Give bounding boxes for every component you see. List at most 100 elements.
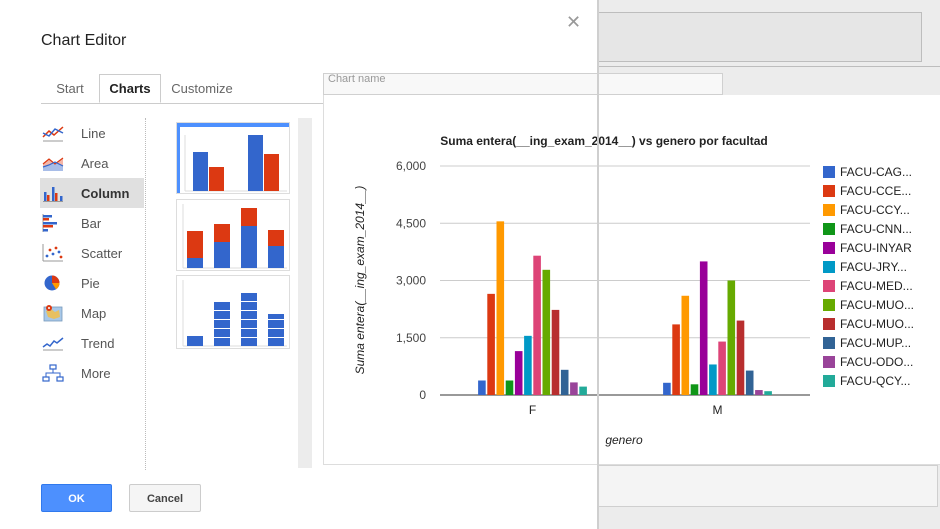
- bar: [579, 386, 587, 395]
- legend-swatch: [823, 223, 835, 235]
- y-axis-label: Suma entera(__ing_exam_2014__): [353, 186, 367, 375]
- legend-label: FACU-CCY...: [840, 203, 910, 217]
- legend-label: FACU-MUO...: [840, 317, 914, 331]
- tab-charts[interactable]: Charts: [99, 74, 161, 103]
- bar: [709, 364, 717, 395]
- chart-type-list: Line Area Column: [40, 118, 144, 388]
- background-panel: [598, 465, 938, 507]
- scatter-chart-icon: [42, 244, 63, 262]
- tab-bar: Start Charts Customize: [41, 74, 597, 104]
- thumbnail-segmented-column[interactable]: [176, 275, 290, 349]
- chart-type-label: Pie: [81, 276, 100, 291]
- pie-chart-icon: [44, 275, 60, 291]
- y-tick-label: 6,000: [396, 159, 426, 173]
- stacked-column-thumbnail-icon: [182, 204, 287, 269]
- bar: [551, 309, 560, 395]
- bar: [718, 341, 726, 395]
- legend-label: FACU-QCY...: [840, 374, 910, 388]
- chart-type-bar[interactable]: Bar: [40, 208, 144, 238]
- chart-type-label: Map: [81, 306, 107, 321]
- column-chart-icon: [43, 187, 63, 202]
- chart-type-label: Bar: [81, 216, 102, 231]
- legend-label: FACU-INYAR: [840, 241, 912, 255]
- bar-chart-icon: [42, 214, 57, 232]
- bar: [690, 384, 699, 395]
- bar: [727, 280, 736, 395]
- cancel-button[interactable]: Cancel: [129, 484, 201, 512]
- bar: [524, 335, 532, 395]
- chart-preview: Suma entera(__ing_exam_2014__) vs genero…: [323, 95, 940, 465]
- panel-divider: [145, 118, 146, 470]
- chart-type-more[interactable]: More: [40, 358, 144, 388]
- chart-type-pie[interactable]: Pie: [40, 268, 144, 298]
- bar: [496, 221, 505, 395]
- legend-swatch: [823, 337, 835, 349]
- bar: [560, 369, 569, 395]
- x-axis-label: genero: [605, 433, 643, 447]
- tab-customize[interactable]: Customize: [171, 81, 233, 96]
- more-charts-icon: [42, 364, 64, 382]
- y-tick-label: 4,500: [396, 216, 426, 230]
- bar: [745, 370, 754, 395]
- bar: [533, 255, 541, 395]
- chart-type-label: Area: [81, 156, 109, 171]
- ok-button[interactable]: OK: [41, 484, 112, 512]
- legend-swatch: [823, 166, 835, 178]
- tab-start[interactable]: Start: [56, 81, 84, 96]
- thumbnails-scrollbar[interactable]: [298, 118, 312, 468]
- y-tick-label: 1,500: [396, 331, 426, 345]
- bar: [570, 382, 578, 395]
- legend-swatch: [823, 242, 835, 254]
- chart-thumbnails: [176, 118, 300, 470]
- legend-swatch: [823, 375, 835, 387]
- x-tick-label: F: [529, 403, 536, 417]
- dialog-title: Chart Editor: [41, 32, 127, 49]
- bar: [672, 324, 680, 395]
- chart-type-map[interactable]: Map: [40, 298, 144, 328]
- legend-label: FACU-CAG...: [840, 165, 912, 179]
- legend-swatch: [823, 318, 835, 330]
- bar: [663, 382, 671, 395]
- legend-swatch: [823, 356, 835, 368]
- legend-label: FACU-ODO...: [840, 355, 913, 369]
- bar: [478, 380, 486, 395]
- legend-swatch: [823, 185, 835, 197]
- chart-type-trend[interactable]: Trend: [40, 328, 144, 358]
- bar: [542, 269, 551, 395]
- legend-swatch: [823, 261, 835, 273]
- y-tick-label: 0: [419, 388, 426, 402]
- chart-title: Suma entera(__ing_exam_2014__) vs genero…: [440, 134, 767, 148]
- bar: [487, 293, 495, 395]
- chart-type-line[interactable]: Line: [40, 118, 144, 148]
- legend-swatch: [823, 280, 835, 292]
- chart-type-label: Trend: [81, 336, 115, 351]
- legend-label: FACU-MUP...: [840, 336, 911, 350]
- bar: [736, 320, 745, 395]
- chart-type-label: Column: [81, 186, 130, 201]
- trend-chart-icon: [42, 337, 64, 351]
- chart-type-scatter[interactable]: Scatter: [40, 238, 144, 268]
- background-cell-area: [598, 12, 922, 62]
- close-icon[interactable]: ✕: [566, 12, 582, 32]
- thumbnail-grouped-column[interactable]: [176, 122, 290, 194]
- chart-name-field[interactable]: Chart name: [323, 73, 723, 95]
- legend-swatch: [823, 299, 835, 311]
- bar: [755, 390, 763, 395]
- legend-label: FACU-MUO...: [840, 298, 914, 312]
- map-chart-icon: [43, 305, 63, 322]
- chart-type-column[interactable]: Column: [40, 178, 144, 208]
- chart-name-placeholder: Chart name: [328, 73, 386, 85]
- x-tick-label: M: [713, 403, 723, 417]
- chart-type-area[interactable]: Area: [40, 148, 144, 178]
- legend-swatch: [823, 204, 835, 216]
- thumbnail-stacked-column[interactable]: [176, 199, 290, 271]
- chart-type-label: Line: [81, 126, 106, 141]
- y-tick-label: 3,000: [396, 274, 426, 288]
- legend-label: FACU-MED...: [840, 279, 913, 293]
- segmented-column-thumbnail-icon: [182, 280, 287, 347]
- line-chart-icon: [42, 126, 64, 142]
- background-divider: [598, 66, 940, 67]
- grouped-column-thumbnail-icon: [177, 123, 289, 193]
- bar: [764, 391, 772, 395]
- chart-editor-dialog: Chart Editor ✕ Start Charts Customize Li…: [40, 12, 940, 512]
